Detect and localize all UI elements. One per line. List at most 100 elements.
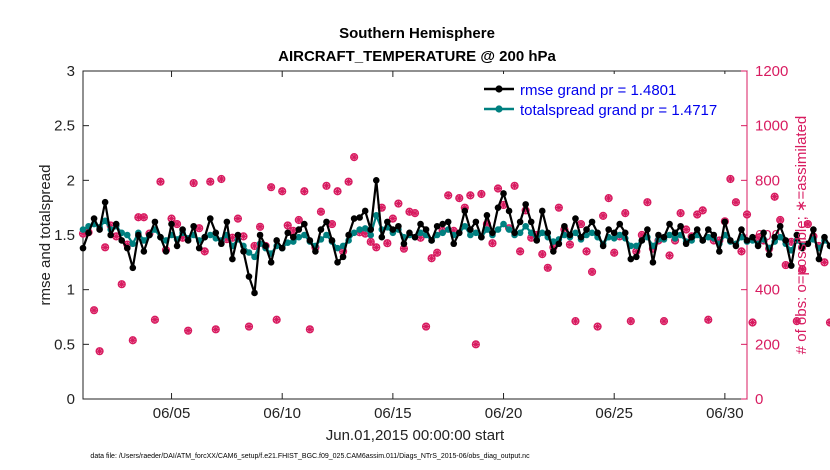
rmse-point [179,226,186,233]
obs-assimilated-point [367,238,375,246]
y-right-tick-label: 0 [755,391,763,408]
obs-assimilated-point [394,199,402,208]
rmse-point [821,233,828,241]
obs-assimilated-point [693,210,701,219]
obs-assimilated-point [665,251,674,260]
rmse-point [710,231,718,239]
rmse-point [511,229,518,237]
rmse-point [594,229,601,237]
obs-assimilated-point [245,322,253,331]
rmse-point [787,262,795,269]
obs-assimilated-point [295,216,303,224]
obs-assimilated-point [217,175,225,183]
obs-assimilated-point [538,250,546,258]
totalspread-point [101,217,109,225]
obs-assimilated-point [140,213,148,221]
rmse-point [572,215,579,222]
x-tick-label: 06/15 [374,405,412,422]
rmse-point [605,226,612,233]
rmse-point [649,259,657,266]
rmse-point [621,229,629,237]
rmse-point [776,222,784,230]
rmse-point [157,233,164,241]
totalspread-point [350,229,358,237]
obs-assimilated-point [605,194,613,202]
rmse-point [655,231,662,239]
obs-assimilated-point [400,245,408,253]
totalspread-point [588,229,596,237]
rmse-point [312,248,319,255]
rmse-point [693,226,701,233]
rmse-point [378,233,386,241]
rmse-point [616,220,624,228]
rmse-point [754,242,762,250]
rmse-point [644,226,651,233]
rmse-point [599,242,607,250]
rmse-point [627,255,635,263]
rmse-point [96,226,103,233]
rmse-point [85,229,92,237]
totalspread-point [616,231,624,239]
totalspread-point [356,226,363,233]
obs-assimilated-point [544,264,552,272]
rmse-point [666,220,673,228]
rmse-point [129,264,137,272]
totalspread-point [633,242,640,250]
rmse-point [400,240,408,248]
obs-assimilated-point [588,268,596,276]
obs-assimilated-point [350,153,358,161]
rmse-point [323,218,330,226]
rmse-point [550,248,557,255]
y-left-tick-label: 2 [67,172,75,189]
rmse-point [478,233,485,241]
rmse-point [135,231,142,239]
rmse-point [212,229,220,237]
obs-assimilated-point [737,247,746,255]
obs-assimilated-point [826,318,830,327]
rmse-point [190,222,197,230]
rmse-point [716,248,723,255]
rmse-point [577,233,585,241]
rmse-point [688,233,695,241]
legend-rmse-label: rmse grand pr = 1.4801 [520,82,676,99]
rmse-point [361,207,369,215]
y-right-tick-label: 400 [755,282,780,299]
x-tick-label: 06/10 [263,405,301,422]
obs-assimilated-point [798,265,806,273]
obs-assimilated-point [206,178,214,186]
obs-assimilated-point [466,191,474,199]
legend-rmse-marker [495,85,503,93]
obs-assimilated-point [455,194,463,202]
totalspread-point [361,225,369,232]
obs-assimilated-point [250,242,259,250]
rmse-point [162,248,170,255]
rmse-point [345,231,352,239]
obs-assimilated-point [428,254,436,262]
obs-assimilated-point [289,227,297,235]
obs-assimilated-point [278,187,286,195]
rmse-point [444,218,452,226]
obs-assimilated-point [345,178,353,186]
totalspread-point [500,220,507,228]
rmse-point [682,240,690,248]
rmse-point [610,229,618,237]
rmse-point [810,226,817,233]
totalspread-point [251,253,258,261]
rmse-point [306,237,314,244]
y-left-tick-label: 2.5 [54,118,75,135]
obs-assimilated-point [383,239,391,247]
obs-assimilated-point [643,198,651,206]
totalspread-point [129,240,137,248]
obs-assimilated-point [201,247,209,255]
rmse-point [638,237,646,244]
x-tick-label: 06/05 [153,405,191,422]
rmse-point [555,240,563,248]
rmse-point [123,244,131,252]
rmse-point [328,237,336,244]
rmse-point [107,231,114,239]
obs-assimilated-point [411,209,419,217]
x-tick-label: 06/30 [706,405,744,422]
totalspread-point [439,229,446,237]
rmse-point [240,248,247,255]
obs-assimilated-point [239,232,248,240]
